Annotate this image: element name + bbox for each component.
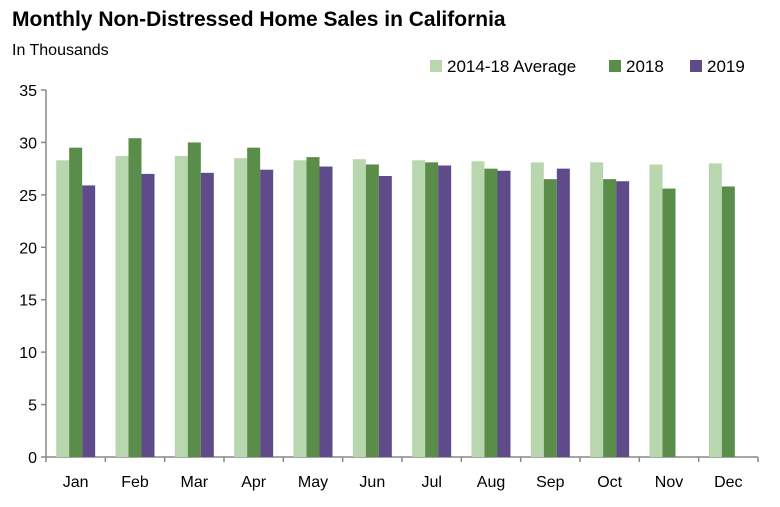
- bar-2019-feb: [141, 173, 155, 457]
- bar-2018-apr: [247, 147, 261, 457]
- bar-2019-oct: [616, 181, 630, 457]
- x-tick-label: Apr: [241, 474, 267, 491]
- bar-2019-sep: [556, 168, 570, 457]
- bar-2018-aug: [484, 168, 498, 457]
- y-tick-label: 30: [19, 135, 37, 152]
- y-tick-label: 10: [19, 345, 37, 362]
- bar-2019-jan: [82, 185, 96, 458]
- bar-2014-18-average-jul: [412, 160, 426, 458]
- bar-2019-apr: [260, 169, 274, 458]
- x-tick-label: May: [298, 474, 328, 491]
- legend-swatch: [609, 60, 621, 72]
- x-tick-label: Sep: [536, 474, 565, 491]
- bar-2018-oct: [603, 179, 617, 457]
- bar-2014-18-average-may: [293, 160, 307, 458]
- bar-2018-nov: [662, 188, 676, 457]
- bar-2014-18-average-jun: [352, 159, 366, 457]
- bar-2018-jan: [69, 147, 83, 457]
- bar-2014-18-average-aug: [471, 161, 485, 457]
- legend-label: 2018: [626, 57, 664, 76]
- y-tick-label: 15: [19, 293, 37, 310]
- x-tick-label: Aug: [477, 474, 505, 491]
- x-tick-label: Oct: [597, 474, 622, 491]
- legend-swatch: [690, 60, 702, 72]
- y-tick-label: 20: [19, 240, 37, 257]
- x-tick-label: Jun: [359, 474, 385, 491]
- bar-2018-jul: [425, 162, 439, 457]
- bar-2019-may: [319, 166, 333, 457]
- bar-2018-feb: [128, 138, 142, 457]
- bar-2018-jun: [365, 164, 379, 457]
- y-tick-label: 5: [28, 398, 37, 415]
- bar-2014-18-average-nov: [649, 164, 663, 457]
- y-tick-label: 35: [19, 83, 37, 100]
- bar-2014-18-average-oct: [590, 162, 604, 457]
- x-tick-label: Feb: [121, 474, 149, 491]
- y-tick-label: 25: [19, 188, 37, 205]
- x-tick-label: Dec: [714, 474, 742, 491]
- y-tick-label: 0: [28, 450, 37, 467]
- bar-2018-may: [306, 157, 320, 457]
- bar-2018-mar: [187, 142, 201, 457]
- bar-2014-18-average-sep: [530, 162, 544, 457]
- bar-2019-mar: [200, 172, 214, 457]
- bar-2019-jul: [438, 165, 452, 458]
- bar-2019-aug: [497, 170, 511, 458]
- bar-2018-dec: [721, 186, 735, 457]
- x-tick-label: Jul: [421, 474, 441, 491]
- bar-2014-18-average-feb: [115, 156, 129, 457]
- bar-2014-18-average-jan: [56, 160, 70, 458]
- bar-2014-18-average-mar: [174, 156, 188, 457]
- chart-subtitle: In Thousands: [12, 42, 109, 59]
- legend-label: 2019: [707, 57, 745, 76]
- chart-title: Monthly Non-Distressed Home Sales in Cal…: [12, 8, 506, 31]
- legend-swatch: [430, 60, 442, 72]
- bar-2014-18-average-dec: [708, 163, 722, 457]
- bar-2018-sep: [543, 179, 557, 457]
- x-tick-label: Mar: [181, 474, 209, 491]
- bar-2019-jun: [378, 175, 392, 458]
- legend-label: 2014-18 Average: [447, 57, 576, 76]
- x-tick-label: Nov: [655, 474, 683, 491]
- x-tick-label: Jan: [63, 474, 89, 491]
- bar-2014-18-average-apr: [234, 158, 248, 457]
